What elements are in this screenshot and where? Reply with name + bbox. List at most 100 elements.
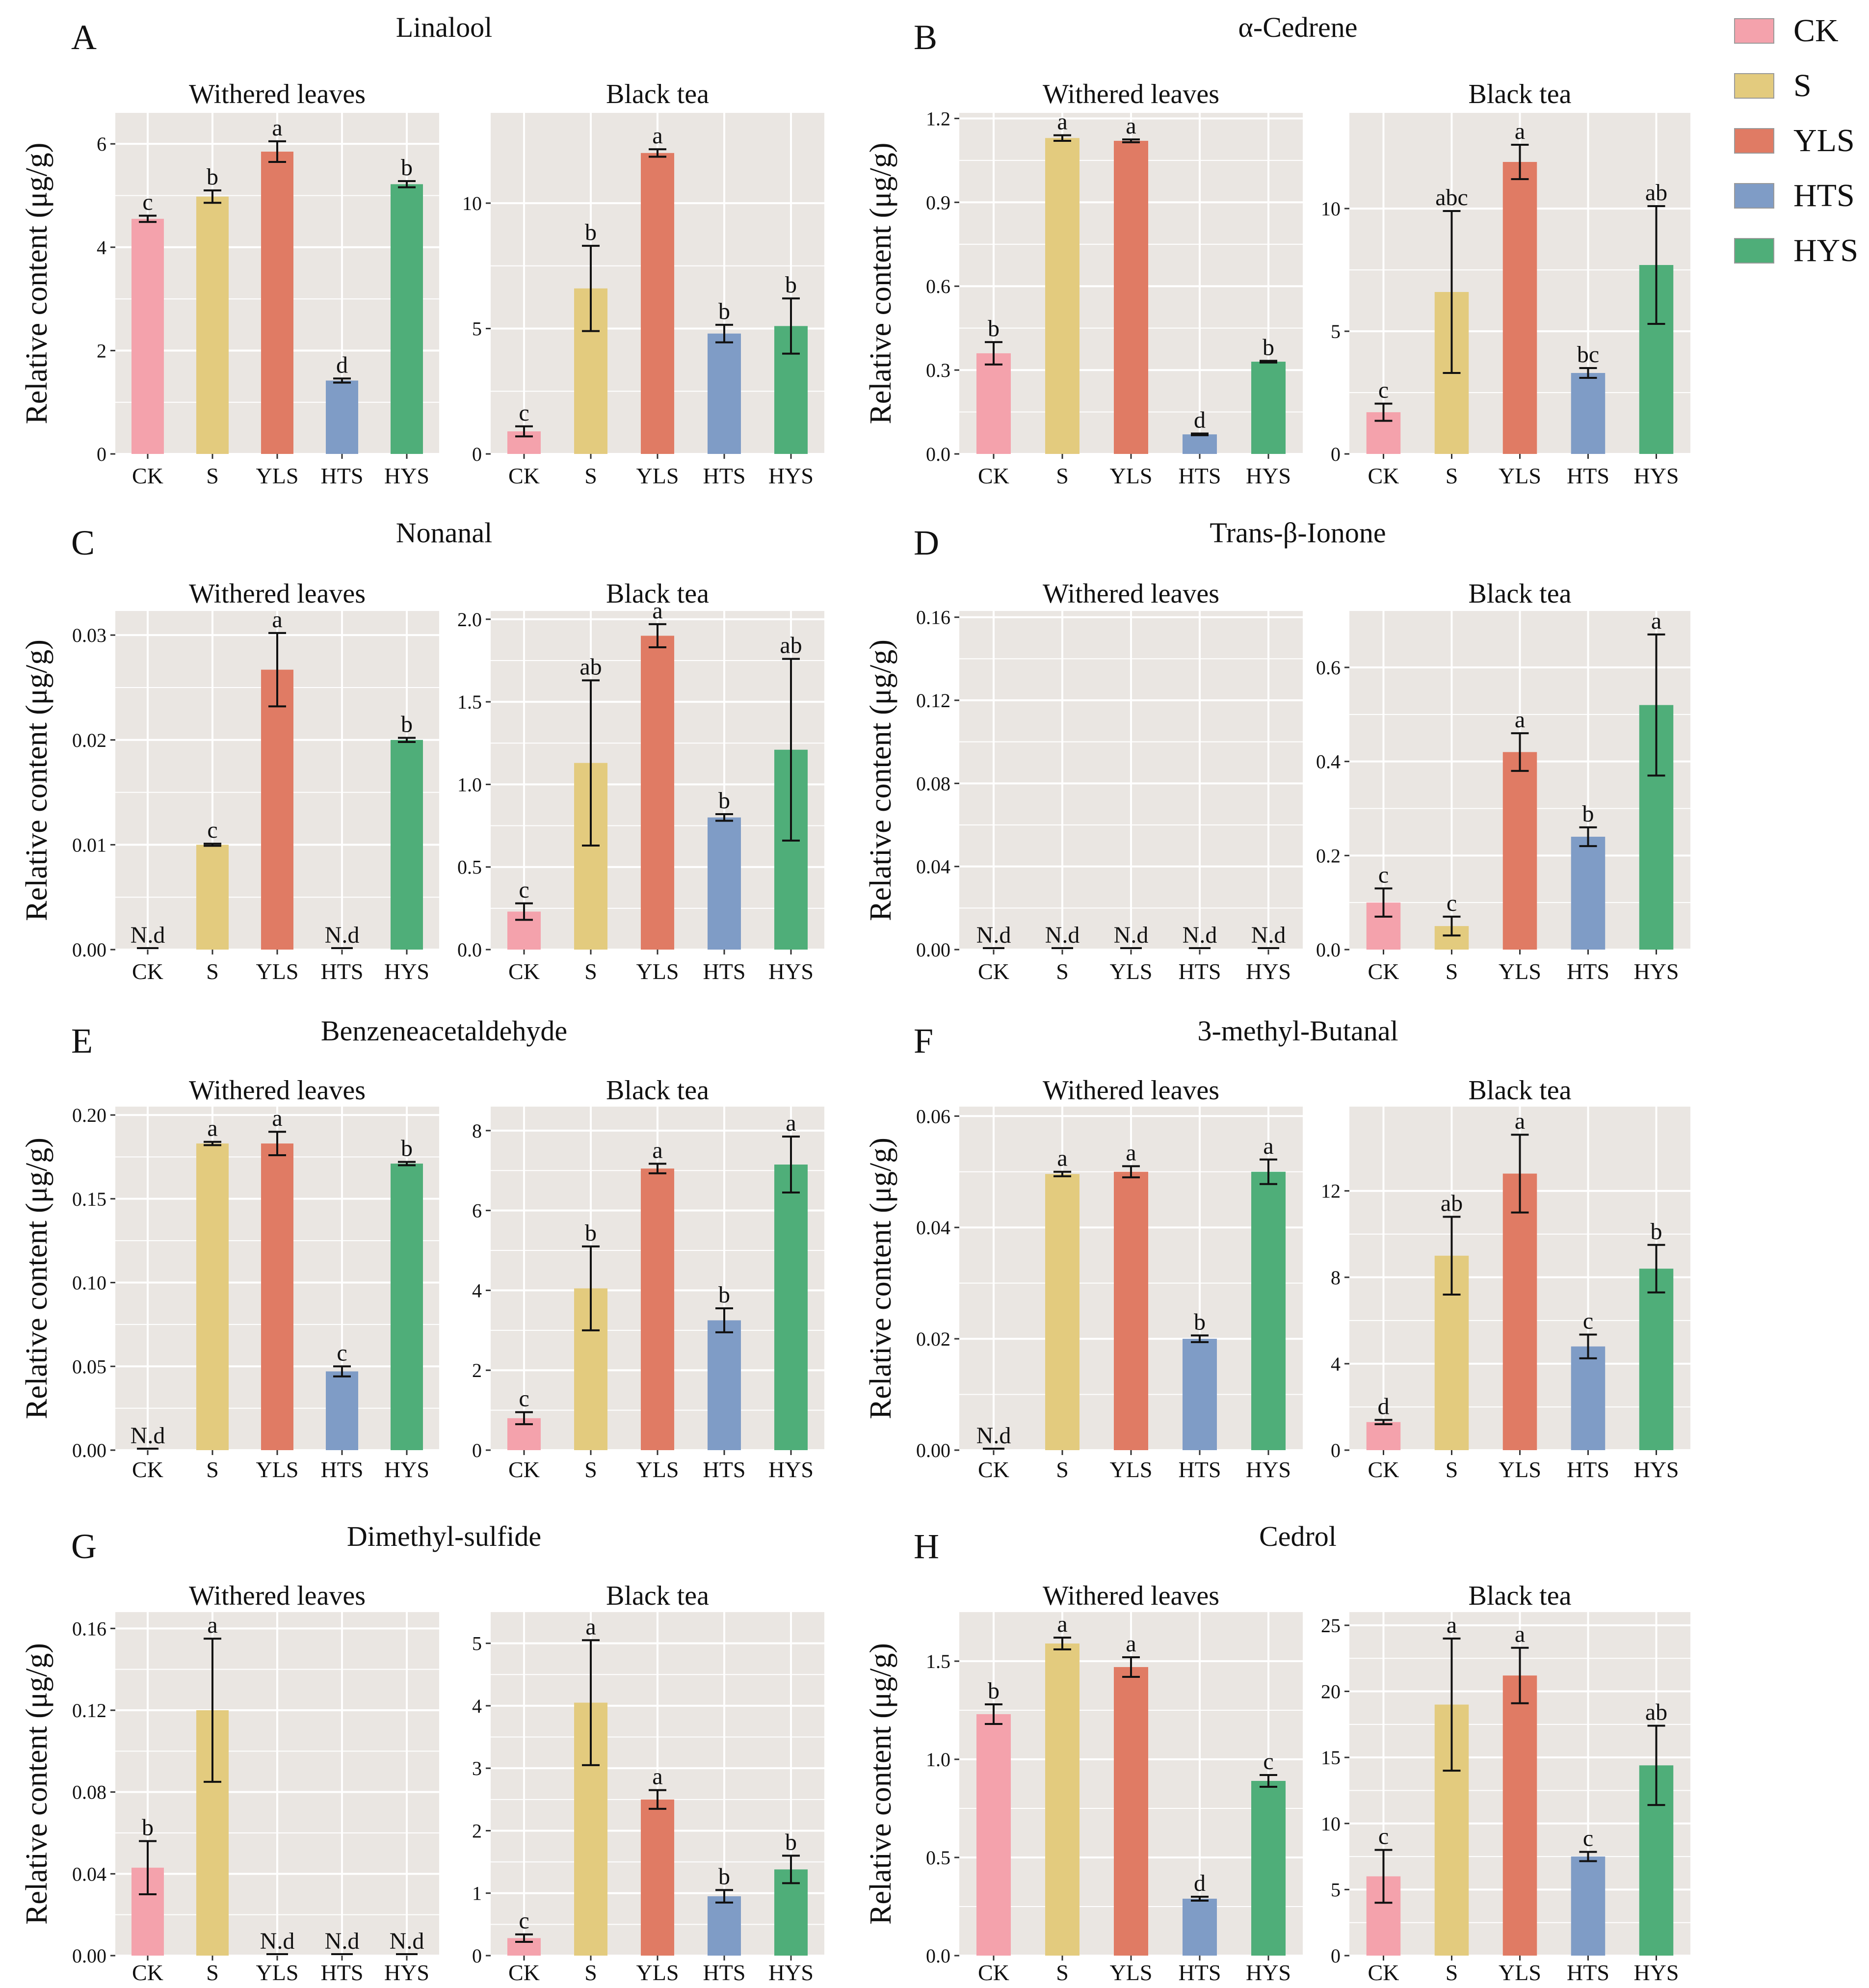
x-tick-label: S [1056,1960,1069,1985]
x-tick-label: HYS [768,1457,814,1482]
subplot-title: Black tea [1469,1581,1572,1611]
not-detected-label: N.d [260,1928,295,1954]
x-tick-label: CK [1368,1960,1399,1985]
x-tick-label: CK [978,1960,1009,1985]
legend-label-ck: CK [1793,13,1839,49]
x-tick-label: CK [132,1457,163,1482]
subplot-title: Withered leaves [189,579,366,609]
bar-hys [1639,1269,1674,1450]
x-tick-label: YLS [1499,463,1541,488]
y-tick-label: 0.5 [457,856,482,878]
y-tick-label: 0.02 [72,729,106,751]
subplot-title: Withered leaves [1043,79,1219,109]
subplot-black-tea: Black tea 0.0 0.2 0.4 0.6 c CK c Sa YLS b HTS a HYS [1316,579,1690,984]
bar-ck [1366,1422,1401,1450]
significance-label: c [519,400,529,426]
y-tick-label: 1.5 [457,691,482,713]
y-tick-label: 4 [472,1279,482,1301]
legend-swatch-yls [1734,128,1774,154]
x-tick-label: HYS [384,463,429,488]
legend-label-hys: HYS [1793,233,1858,268]
x-tick-label: YLS [256,463,299,488]
significance-label: c [337,1340,347,1366]
y-tick-label: 1.2 [926,107,950,130]
x-tick-label: CK [132,1960,163,1985]
legend-swatch-s [1734,73,1774,99]
significance-label: a [652,598,662,624]
x-tick-label: YLS [1110,1457,1153,1482]
compound-title: Benzeneacetaldehyde [321,1015,567,1047]
subplot-title: Withered leaves [189,79,366,109]
y-tick-label: 0 [472,1945,482,1967]
bar-yls [1502,1173,1537,1450]
y-tick-label: 1.0 [457,773,482,795]
significance-label: d [1378,1393,1390,1419]
y-tick-label: 2.0 [457,609,482,631]
y-tick-label: 1 [472,1882,482,1905]
y-tick-label: 2 [472,1820,482,1842]
x-tick-label: HYS [1633,1960,1679,1985]
significance-label: d [336,352,348,378]
y-axis-label: Relative content (μg/g) [20,1643,53,1925]
subplot-title: Withered leaves [1043,1075,1219,1106]
y-tick-label: 0.2 [1316,845,1341,867]
bar-ck [976,1714,1011,1956]
y-tick-label: 0.06 [916,1105,950,1127]
bar-hts [1571,1346,1606,1450]
panel-letter: F [914,1021,933,1060]
significance-label: b [207,164,218,190]
bar-hys [1251,1781,1286,1956]
not-detected-label: N.d [325,1928,360,1954]
significance-label: a [1057,109,1067,135]
significance-label: b [718,788,730,814]
bar-hts [1571,1856,1606,1956]
y-tick-label: 0.04 [916,1217,950,1239]
y-tick-label: 0 [472,443,482,465]
x-tick-label: HYS [768,959,814,984]
x-tick-label: HYS [384,959,429,984]
legend-label-s: S [1793,68,1812,104]
x-tick-label: HTS [1179,1457,1221,1482]
significance-label: c [519,1908,529,1934]
x-tick-label: HTS [703,463,746,488]
y-tick-label: 0 [97,443,106,465]
x-tick-label: CK [508,1960,540,1985]
significance-label: a [786,1110,796,1136]
significance-label: ab [1645,1699,1667,1725]
panel-letter: E [71,1021,93,1060]
subplot-withered-leaves: Withered leaves 0.00 0.04 0.08 0.12 0.16 N.d CK… [916,579,1303,984]
y-tick-label: 0.04 [72,1863,106,1885]
panel-letter: A [71,18,97,57]
y-tick-label: 10 [462,192,482,214]
bar-yls [1502,162,1537,454]
bar-hts [1571,373,1606,454]
significance-label: c [1583,1308,1593,1334]
subplot-title: Black tea [606,1581,709,1611]
x-tick-label: YLS [1499,1960,1541,1985]
significance-label: bc [1577,342,1599,368]
x-tick-label: YLS [256,1960,299,1985]
significance-label: c [142,189,153,215]
y-tick-label: 0.02 [916,1328,950,1350]
x-tick-label: YLS [636,959,679,984]
significance-label: b [1263,334,1274,360]
x-tick-label: HTS [1567,959,1609,984]
bar-yls [261,669,293,950]
y-tick-label: 0.01 [72,834,106,856]
compound-title: Nonanal [396,517,493,549]
bar-hys [774,1165,808,1450]
x-tick-label: YLS [636,463,679,488]
significance-label: a [585,1614,596,1640]
y-tick-label: 1.0 [926,1749,950,1771]
subplot-title: Black tea [1469,1075,1572,1106]
x-tick-label: CK [978,463,1009,488]
y-tick-label: 5 [1331,320,1341,343]
y-tick-label: 0.9 [926,191,950,213]
x-tick-label: S [584,463,597,488]
bar-s [1045,138,1079,454]
x-tick-label: CK [978,1457,1009,1482]
legend-swatch-hts [1734,183,1774,209]
bar-yls [1114,140,1148,454]
x-tick-label: HTS [321,463,364,488]
x-tick-label: HTS [1567,1457,1609,1482]
